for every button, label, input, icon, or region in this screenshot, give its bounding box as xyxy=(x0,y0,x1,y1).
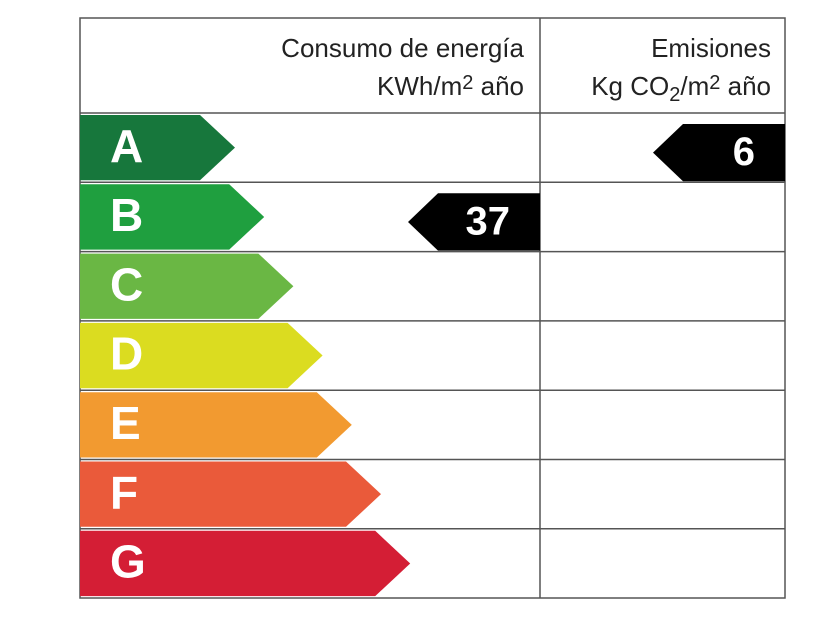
grade-arrow xyxy=(80,392,352,458)
energy-title: Consumo de energía xyxy=(281,33,524,63)
value-label: 6 xyxy=(733,130,755,174)
unit-part: KWh/m xyxy=(377,71,462,101)
grade-letter: E xyxy=(110,397,141,449)
unit-part: año xyxy=(720,71,771,101)
unit-part: /m xyxy=(680,71,709,101)
grade-letter: B xyxy=(110,189,143,241)
grade-letter: C xyxy=(110,258,143,310)
grade-arrow xyxy=(80,115,235,181)
value-arrow xyxy=(408,193,540,251)
grade-letter: G xyxy=(110,536,146,588)
unit-part: año xyxy=(473,71,524,101)
energy-unit: KWh/m2 año xyxy=(377,71,524,101)
unit-part: 2 xyxy=(669,84,680,106)
unit-part: 2 xyxy=(709,72,720,94)
unit-part: Kg CO xyxy=(591,71,669,101)
unit-part: 2 xyxy=(462,72,473,94)
emissions-title: Emisiones xyxy=(651,33,771,63)
value-label: 37 xyxy=(466,200,511,244)
grade-letter: D xyxy=(110,328,143,380)
emissions-unit: Kg CO2/m2 año xyxy=(591,71,771,106)
value-arrow xyxy=(653,124,785,182)
grade-letter: F xyxy=(110,466,138,518)
grade-arrow xyxy=(80,530,411,597)
grade-letter: A xyxy=(110,120,143,172)
grade-arrow xyxy=(80,184,265,250)
grade-arrow xyxy=(80,322,323,389)
grade-arrow xyxy=(80,461,381,527)
grade-arrow xyxy=(80,253,294,319)
